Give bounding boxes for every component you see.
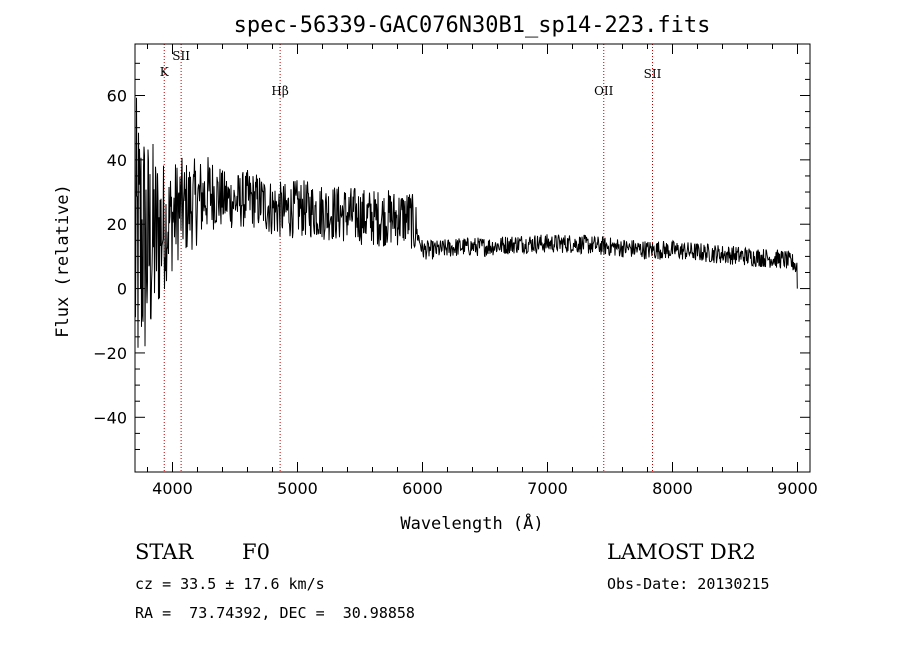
object-class: STAR [135, 540, 194, 564]
observation-date: Obs-Date: 20130215 [607, 575, 770, 593]
spectral-line-label: K [160, 65, 170, 79]
y-tick-label: 60 [107, 86, 127, 105]
plot-frame [134, 43, 811, 473]
object-subclass: F0 [242, 540, 270, 564]
x-tick-label: 9000 [777, 479, 818, 498]
x-tick-label: 6000 [402, 479, 443, 498]
x-tick-label: 8000 [652, 479, 693, 498]
redshift-velocity: cz = 33.5 ± 17.6 km/s [135, 575, 325, 593]
spectral-line-label: OII [594, 84, 614, 98]
y-tick-label: −40 [93, 408, 127, 427]
x-tick-label: 4000 [152, 479, 193, 498]
y-axis-label: Flux (relative) [53, 184, 73, 338]
y-tick-label: 20 [107, 215, 127, 234]
x-axis-label: Wavelength (Å) [400, 512, 543, 534]
x-tick-label: 7000 [527, 479, 568, 498]
y-tick-label: 0 [117, 280, 127, 299]
y-axis-ticks: −40 −20 0 20 40 60 [93, 62, 810, 450]
y-tick-label: −20 [93, 344, 127, 363]
x-tick-label: 5000 [277, 479, 318, 498]
x-axis-ticks: 4000 5000 6000 7000 8000 9000 [147, 44, 818, 498]
spectral-line-label: Hβ [271, 84, 288, 98]
survey-name: LAMOST DR2 [607, 540, 756, 564]
y-tick-label: 40 [107, 151, 127, 170]
chart-title: spec-56339-GAC076N30B1_sp14-223.fits [234, 13, 711, 38]
spectrum-chart: spec-56339-GAC076N30B1_sp14-223.fits KSI… [53, 13, 818, 534]
spectral-line-label: SII [172, 49, 190, 63]
spectral-line-label: SII [644, 67, 662, 81]
coordinates: RA = 73.74392, DEC = 30.98858 [135, 604, 415, 622]
spectrum-series [134, 97, 798, 348]
spectrum-line [134, 97, 798, 348]
